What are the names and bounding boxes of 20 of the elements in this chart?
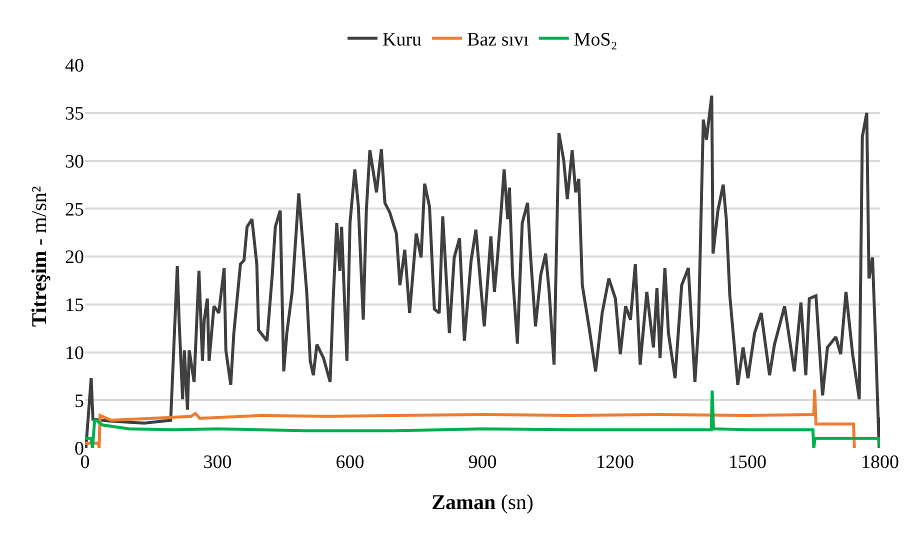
- y-tick-label: 15: [65, 295, 84, 316]
- y-tick-label: 25: [65, 199, 84, 220]
- x-tick-label: 900: [468, 452, 497, 473]
- x-tick-label: 300: [203, 452, 232, 473]
- legend-label: Kuru: [382, 30, 422, 51]
- x-axis-title: Zaman (sn): [431, 490, 534, 514]
- legend-label: Baz sıvı: [467, 30, 529, 51]
- y-tick-label: 40: [65, 56, 84, 77]
- y-tick-label: 20: [65, 247, 84, 268]
- x-tick-label: 1200: [596, 452, 634, 473]
- y-tick-label: 30: [65, 151, 84, 172]
- x-tick-label: 600: [336, 452, 364, 473]
- y-axis-title: Titreşim - m/sn²: [27, 186, 52, 327]
- y-tick-label: 10: [65, 342, 84, 364]
- y-tick-label: 5: [74, 390, 84, 412]
- legend-label: MoS₂: [574, 30, 618, 51]
- x-tick-label: 1500: [728, 452, 766, 473]
- line-series: [85, 94, 880, 448]
- y-tick-label: 35: [65, 104, 84, 125]
- x-tick-label: 1800: [861, 452, 899, 473]
